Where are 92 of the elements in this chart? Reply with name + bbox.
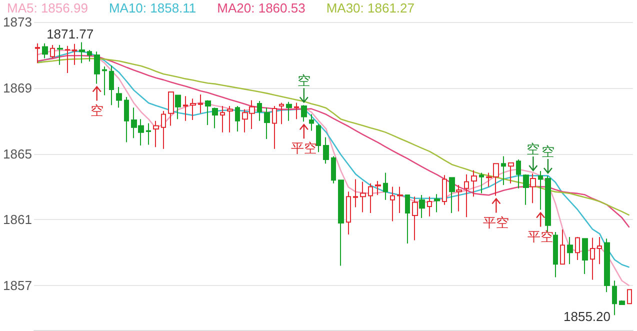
candlestick	[338, 180, 344, 266]
candlestick	[146, 122, 151, 146]
candlestick	[272, 106, 277, 150]
candlestick	[390, 186, 395, 222]
annotation: 1855.20	[564, 309, 611, 324]
candlestick	[198, 94, 203, 114]
candlestick	[604, 238, 610, 293]
y-tick-label: 1873	[3, 14, 32, 30]
candlestick	[516, 159, 521, 189]
candlestick	[360, 181, 366, 213]
candlestick	[471, 170, 477, 198]
y-tick-label: 1869	[3, 80, 32, 96]
candlestick	[42, 42, 48, 59]
candlestick	[397, 186, 403, 214]
annotation: 空	[526, 142, 540, 157]
y-tick-label: 1857	[3, 278, 32, 294]
candlestick	[190, 98, 196, 120]
candlestick	[72, 43, 77, 66]
candlestick	[538, 170, 543, 210]
candlestick	[590, 237, 595, 280]
candlestick	[627, 289, 632, 304]
candlestick	[353, 178, 358, 208]
candlestick	[79, 42, 85, 64]
candlestick	[346, 191, 351, 235]
candlestick	[35, 42, 40, 64]
candlestick	[124, 96, 129, 143]
candlestick	[235, 106, 240, 132]
candlestick	[434, 194, 440, 213]
annotation: 平空	[483, 214, 510, 230]
candlestick	[168, 92, 174, 126]
candlestick	[530, 173, 536, 204]
candlestick	[109, 65, 114, 106]
candlestick	[412, 196, 418, 241]
candlestick	[94, 51, 100, 84]
candlestick	[279, 102, 284, 125]
candlestick	[57, 44, 63, 66]
candlestick	[368, 182, 373, 214]
candlestick	[294, 102, 299, 120]
text: MA20: 1860.53	[217, 0, 306, 16]
candlestick	[456, 184, 462, 212]
candlestick	[375, 180, 381, 196]
candlestick	[464, 174, 469, 218]
candlestick	[442, 174, 447, 206]
candlestick	[479, 172, 484, 194]
candlestick	[227, 106, 233, 133]
candlestick	[309, 114, 314, 132]
annotation: 1871.77	[46, 26, 94, 42]
candlestick	[50, 44, 55, 59]
candlestick	[560, 229, 565, 265]
annotation: 平空	[290, 140, 317, 156]
candlestick	[331, 156, 336, 184]
candlestick	[582, 238, 588, 274]
candlestick	[405, 194, 410, 244]
candlestick	[220, 106, 225, 133]
candlestick	[597, 236, 602, 265]
candlestick	[316, 124, 321, 153]
annotation: 平空	[528, 228, 554, 244]
candlestick	[619, 300, 625, 305]
annotation: 空	[541, 144, 554, 159]
candlestick	[567, 236, 573, 265]
candlestick	[501, 156, 506, 186]
y-tick-label: 1861	[3, 212, 32, 228]
candlestick	[523, 174, 529, 206]
candlestick	[286, 101, 292, 122]
candlestick	[161, 110, 166, 150]
candlestick	[449, 177, 455, 214]
candlestick	[301, 104, 307, 122]
candlestick	[116, 86, 122, 108]
candlestick	[65, 45, 70, 74]
annotation: 空	[297, 73, 310, 88]
candlestick	[175, 94, 181, 120]
candlestick	[205, 100, 211, 126]
candlestick	[612, 280, 617, 316]
text: MA10: 1858.11	[108, 0, 196, 16]
candlestick	[102, 66, 107, 96]
text: MA5: 1856.99	[7, 0, 88, 16]
candlestick	[153, 120, 159, 148]
candlestick	[183, 96, 188, 122]
candlestick	[508, 162, 514, 184]
y-tick-label: 1865	[3, 146, 32, 162]
candlestick	[257, 100, 262, 122]
candlestick	[427, 196, 432, 217]
text: MA30: 1861.27	[326, 0, 415, 16]
candlestick	[419, 194, 425, 218]
annotation: 空	[90, 102, 104, 118]
candlestick	[212, 107, 218, 129]
candlestick	[383, 172, 388, 200]
candlestick	[575, 236, 580, 260]
candlestick	[264, 107, 270, 140]
candlestick	[553, 232, 558, 278]
candlestick	[87, 50, 92, 62]
candlestick	[323, 136, 329, 164]
